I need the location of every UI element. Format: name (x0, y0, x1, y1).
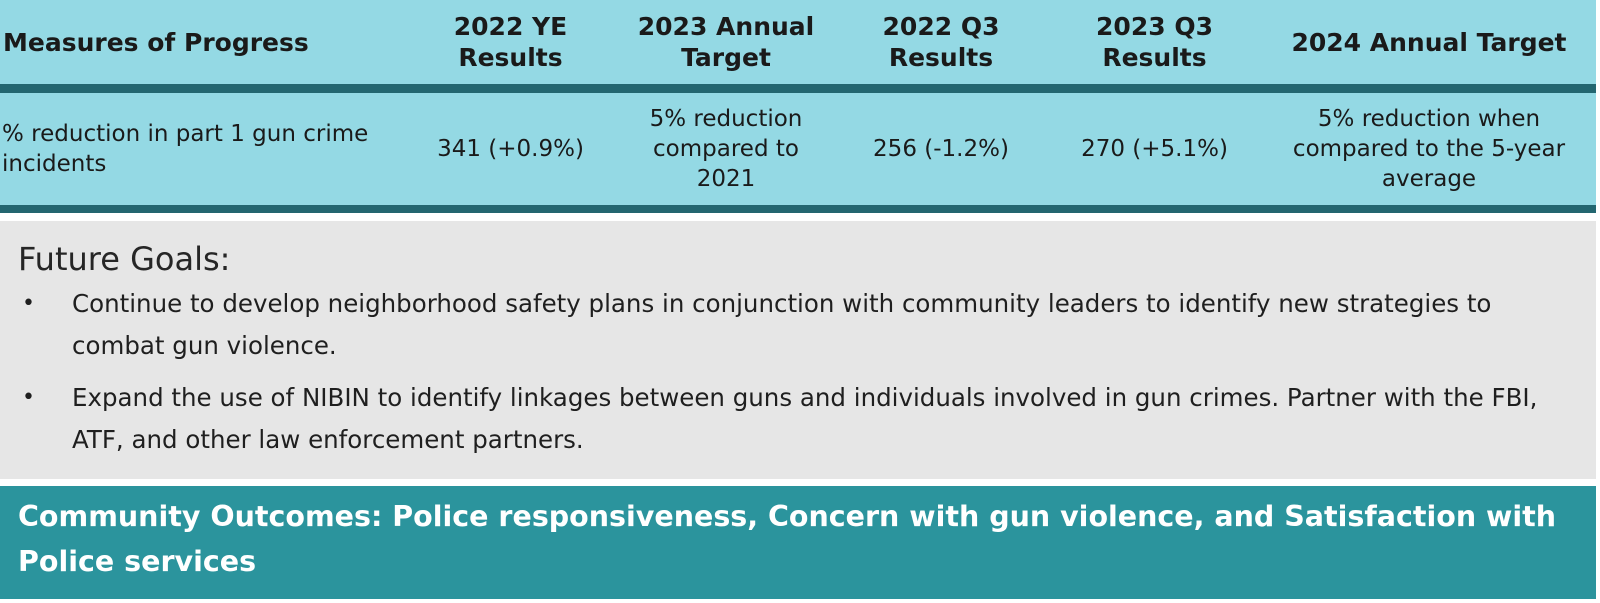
measures-of-progress-table: Measures of Progress 2022 YE Results 202… (0, 0, 1596, 213)
future-goals-title: Future Goals: (18, 240, 231, 278)
header-2022-q3-results: 2022 Q3 Results (835, 0, 1047, 93)
future-goals-list: • Continue to develop neighborhood safet… (0, 283, 1560, 471)
cell-2022-ye-results: 341 (+0.9%) (404, 88, 617, 213)
header-measures-of-progress: Measures of Progress (0, 0, 404, 93)
header-2023-q3-results: 2023 Q3 Results (1047, 0, 1262, 93)
header-2024-annual-target: 2024 Annual Target (1262, 0, 1596, 93)
cell-2022-q3-results: 256 (-1.2%) (835, 88, 1047, 213)
table-row: % reduction in part 1 gun crime incident… (0, 88, 1596, 213)
bullet-icon: • (22, 385, 35, 410)
table-header-row: Measures of Progress 2022 YE Results 202… (0, 0, 1596, 93)
future-goals-panel: Future Goals: • Continue to develop neig… (0, 221, 1596, 479)
bullet-icon: • (22, 291, 35, 316)
goal-text: Continue to develop neighborhood safety … (72, 289, 1492, 360)
cell-2023-annual-target: 5% reduction compared to 2021 (617, 88, 835, 213)
cell-2024-annual-target: 5% reduction when compared to the 5-year… (1262, 88, 1596, 213)
list-item: • Expand the use of NIBIN to identify li… (0, 377, 1560, 461)
cell-measure: % reduction in part 1 gun crime incident… (0, 88, 404, 213)
community-outcomes-banner: Community Outcomes: Police responsivenes… (0, 486, 1596, 599)
community-outcomes-text: Community Outcomes: Police responsivenes… (18, 500, 1557, 578)
measures-table: Measures of Progress 2022 YE Results 202… (0, 0, 1596, 213)
goal-text: Expand the use of NIBIN to identify link… (72, 383, 1538, 454)
list-item: • Continue to develop neighborhood safet… (0, 283, 1560, 367)
cell-2023-q3-results: 270 (+5.1%) (1047, 88, 1262, 213)
header-2023-annual-target: 2023 Annual Target (617, 0, 835, 93)
header-2022-ye-results: 2022 YE Results (404, 0, 617, 93)
